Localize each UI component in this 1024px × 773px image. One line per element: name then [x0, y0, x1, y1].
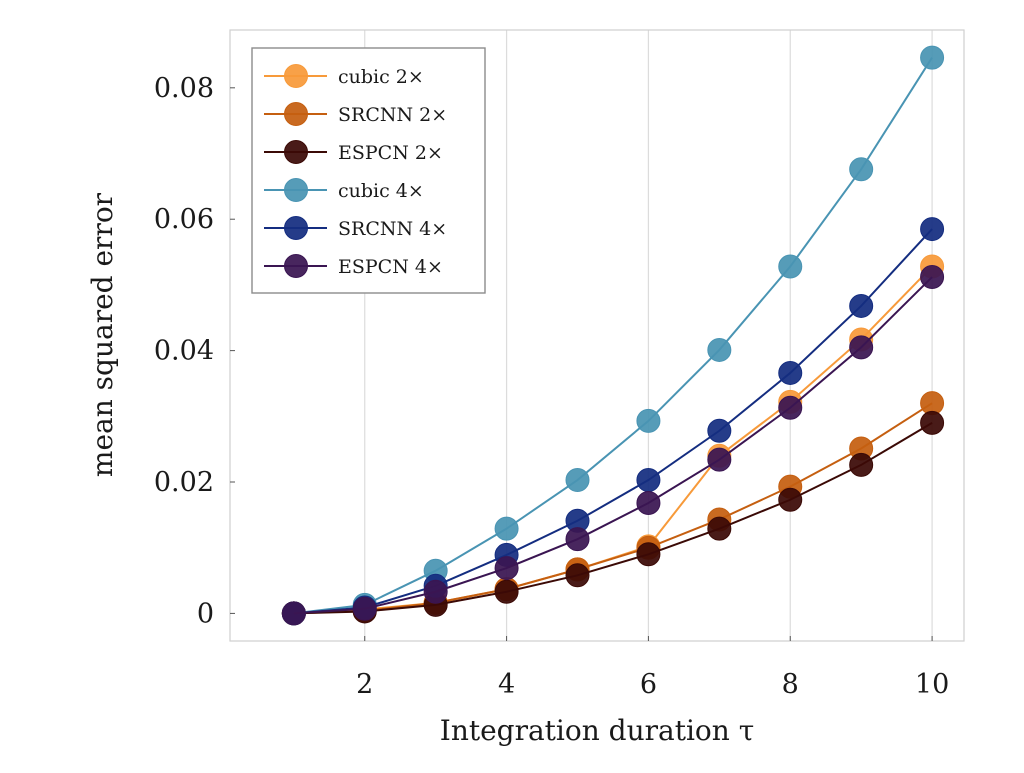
legend-swatch-marker — [284, 216, 308, 240]
y-axis-title: mean squared error — [86, 192, 119, 477]
data-point — [920, 217, 945, 242]
data-point — [707, 447, 732, 472]
data-point — [281, 601, 306, 626]
legend-box — [251, 47, 486, 294]
x-tick-label: 4 — [498, 669, 515, 700]
data-point — [565, 468, 590, 493]
data-point — [920, 45, 945, 70]
legend-swatch-marker — [284, 140, 308, 164]
data-point — [423, 579, 448, 604]
legend-swatch-marker — [284, 254, 308, 278]
data-point — [494, 516, 519, 541]
y-tick-label: 0.04 — [154, 336, 214, 367]
series-line — [293, 402, 933, 615]
data-point — [636, 542, 661, 567]
series-line — [293, 57, 933, 615]
y-tick-label: 0.06 — [154, 204, 214, 235]
data-point — [565, 527, 590, 552]
data-point — [707, 418, 732, 443]
series-line — [293, 276, 933, 615]
data-point — [565, 563, 590, 588]
legend-label: cubic 2× — [338, 66, 424, 88]
legend-swatch-marker — [284, 178, 308, 202]
data-point — [707, 516, 732, 541]
data-point — [494, 579, 519, 604]
x-tick-label: 6 — [640, 669, 657, 700]
series-line — [293, 422, 933, 615]
tick-layer: 2 4 6 8 10 0 0.02 0.04 0.06 0.08 — [154, 73, 949, 700]
legend-label: ESPCN 4× — [338, 256, 443, 278]
data-point — [849, 157, 874, 182]
data-point — [707, 337, 732, 362]
data-point — [636, 408, 661, 433]
series-3 — [281, 410, 945, 626]
data-point — [920, 265, 945, 290]
data-point — [636, 491, 661, 516]
data-point — [494, 556, 519, 581]
plot-frame — [229, 29, 965, 642]
x-tick-label: 2 — [356, 669, 373, 700]
legend-swatch-marker — [284, 102, 308, 126]
legend-swatch-marker — [284, 64, 308, 88]
data-point — [778, 254, 803, 279]
data-point — [352, 596, 377, 621]
y-tick-label: 0 — [197, 598, 214, 629]
data-point — [849, 293, 874, 318]
y-tick-label: 0.08 — [154, 73, 214, 104]
y-tick-label: 0.02 — [154, 467, 214, 498]
legend-label: cubic 4× — [338, 180, 424, 202]
data-point — [849, 335, 874, 360]
series-1 — [281, 254, 945, 626]
legend-label: SRCNN 2× — [338, 104, 447, 126]
series-2 — [281, 391, 945, 626]
x-tick-label: 10 — [915, 669, 949, 700]
legend-label: SRCNN 4× — [338, 218, 447, 240]
data-point — [920, 410, 945, 435]
x-axis-title: Integration duration τ — [440, 714, 754, 747]
data-point — [778, 395, 803, 420]
series-line — [293, 265, 933, 615]
series-line — [293, 228, 933, 615]
series-6 — [281, 265, 945, 626]
legend-label: ESPCN 2× — [338, 142, 443, 164]
data-point — [636, 468, 661, 493]
data-point — [778, 360, 803, 385]
x-tick-label: 8 — [782, 669, 799, 700]
data-point — [849, 452, 874, 477]
series-layer — [281, 45, 945, 626]
legend: cubic 2× SRCNN 2× ESPCN 2× cubic 4× SRCNN 4×… — [251, 47, 486, 294]
data-point — [778, 487, 803, 512]
